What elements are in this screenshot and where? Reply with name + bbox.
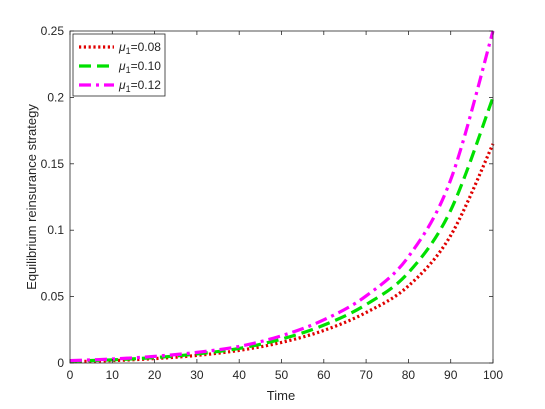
y-tick-label: 0 xyxy=(57,356,64,370)
x-tick-label: 40 xyxy=(233,368,247,382)
y-tick-label: 0.2 xyxy=(47,90,64,104)
legend-label-3: μ1=0.12 xyxy=(118,78,161,94)
y-tick-label: 0.15 xyxy=(41,157,65,171)
x-tick-label: 100 xyxy=(483,368,503,382)
legend-symbol: μ xyxy=(118,59,126,73)
y-tick-label: 0.25 xyxy=(41,24,65,38)
legend-subscript: 1 xyxy=(126,46,131,56)
legend-subscript: 1 xyxy=(126,65,131,75)
legend-label-1: μ1=0.08 xyxy=(118,40,161,56)
y-tick-label: 0.1 xyxy=(47,223,64,237)
x-axis-label: Time xyxy=(267,388,295,403)
legend-symbol: μ xyxy=(118,78,126,92)
legend-value: =0.08 xyxy=(131,40,162,54)
x-tick-label: 10 xyxy=(106,368,120,382)
x-tick-label: 30 xyxy=(190,368,204,382)
y-axis-label: Equilibrium reinsurance strategy xyxy=(24,104,39,290)
legend-label-2: μ1=0.10 xyxy=(118,59,161,75)
x-tick-label: 50 xyxy=(275,368,289,382)
legend-symbol: μ xyxy=(118,40,126,54)
legend-subscript: 1 xyxy=(126,84,131,94)
x-tick-label: 70 xyxy=(359,368,373,382)
x-tick-label: 0 xyxy=(67,368,74,382)
x-tick-label: 90 xyxy=(444,368,458,382)
x-tick-label: 60 xyxy=(317,368,331,382)
legend-value: =0.12 xyxy=(131,78,162,92)
series-layer xyxy=(69,30,495,364)
series-line-3 xyxy=(69,30,495,363)
x-tick-label: 20 xyxy=(148,368,162,382)
series-line-1 xyxy=(69,143,495,364)
legend-value: =0.10 xyxy=(131,59,162,73)
tick-layer: 0 10 20 30 40 50 60 70 80 90 100 0 0.05 0.1 0.15 0.2 0.2… xyxy=(41,24,504,382)
x-tick-label: 80 xyxy=(402,368,416,382)
y-tick-label: 0.05 xyxy=(41,290,65,304)
